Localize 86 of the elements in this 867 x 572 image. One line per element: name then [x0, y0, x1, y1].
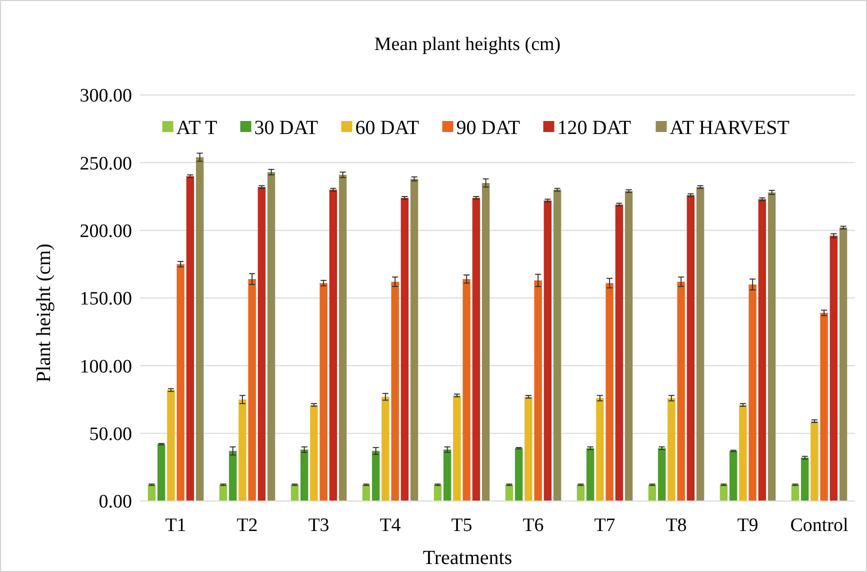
- bar: [615, 204, 624, 501]
- y-tick-label: 200.00: [80, 220, 132, 242]
- bar: [338, 174, 347, 501]
- bar: [686, 195, 695, 501]
- bar: [157, 444, 166, 501]
- bar: [729, 450, 738, 501]
- x-tick-label: T4: [380, 515, 402, 536]
- bar: [720, 484, 728, 501]
- bar: [196, 157, 204, 501]
- bar: [462, 279, 470, 501]
- bar: [606, 283, 614, 501]
- bar: [758, 199, 766, 501]
- bar: [267, 172, 276, 501]
- bar: [739, 404, 747, 501]
- bar: [219, 484, 228, 501]
- x-tick-label: T7: [594, 515, 616, 536]
- bar: [400, 198, 409, 501]
- bar: [148, 484, 156, 501]
- legend-label: AT T: [176, 117, 218, 139]
- x-tick-label: T8: [666, 515, 687, 536]
- bar: [472, 198, 480, 501]
- bar: [238, 400, 246, 501]
- bar: [696, 187, 704, 501]
- bar: [668, 398, 676, 501]
- x-tick-label: T2: [236, 515, 258, 536]
- legend-label: 120 DAT: [557, 117, 632, 139]
- legend-label: 30 DAT: [254, 117, 318, 139]
- bar: [677, 282, 685, 501]
- x-tick-label: Control: [790, 515, 848, 536]
- bar: [800, 458, 809, 501]
- x-tick-label: T3: [308, 515, 330, 536]
- x-tick-label: T1: [165, 515, 186, 536]
- bar: [514, 448, 523, 501]
- bar: [839, 228, 848, 501]
- bar: [768, 192, 776, 501]
- bar: [362, 484, 370, 501]
- x-tick-label: T5: [451, 515, 472, 536]
- y-tick-label: 50.00: [89, 424, 132, 445]
- bar: [505, 484, 514, 501]
- y-tick-label: 300.00: [80, 86, 132, 107]
- bar: [310, 404, 318, 501]
- x-tick-label: T9: [737, 515, 758, 536]
- x-axis-title: Treatments: [422, 547, 512, 569]
- bar: [258, 187, 266, 501]
- bar: [482, 182, 490, 501]
- y-axis-title: Plant height (cm): [33, 244, 55, 382]
- bar: [248, 279, 256, 501]
- bar: [534, 280, 542, 501]
- bar: [648, 484, 656, 501]
- bar: [596, 398, 604, 501]
- y-tick-label: 150.00: [80, 288, 132, 310]
- bar: [320, 283, 328, 501]
- bar: [434, 484, 442, 501]
- bar: [186, 176, 194, 501]
- bar: [624, 191, 633, 501]
- bar: [410, 178, 418, 501]
- bar: [176, 264, 184, 501]
- bar: [382, 396, 390, 501]
- bar: [300, 450, 308, 501]
- bar: [329, 190, 338, 501]
- bar: [820, 312, 828, 501]
- bar: [586, 448, 594, 501]
- y-tick-label: 0.00: [98, 492, 132, 513]
- bar: [290, 484, 299, 501]
- chart-title: Mean plant heights (cm): [374, 34, 561, 55]
- bar: [748, 284, 756, 501]
- bar: [830, 236, 838, 501]
- y-tick-label: 100.00: [80, 356, 132, 378]
- bar: [658, 448, 666, 501]
- bar: [791, 484, 800, 501]
- legend-label: 60 DAT: [355, 117, 420, 139]
- bar: [443, 450, 452, 501]
- bar: [453, 395, 461, 501]
- bar: [553, 190, 562, 501]
- y-tick-label: 250.00: [80, 153, 132, 174]
- bar: [576, 484, 585, 501]
- bar: [810, 421, 818, 501]
- bar: [228, 450, 237, 501]
- bar: [544, 200, 552, 501]
- legend-label: AT HARVEST: [670, 117, 790, 139]
- bar: [524, 396, 532, 501]
- x-tick-label: T6: [522, 515, 544, 536]
- bar: [391, 282, 399, 501]
- bar: [167, 390, 175, 501]
- legend-label: 90 DAT: [456, 117, 520, 139]
- bar: [372, 450, 380, 501]
